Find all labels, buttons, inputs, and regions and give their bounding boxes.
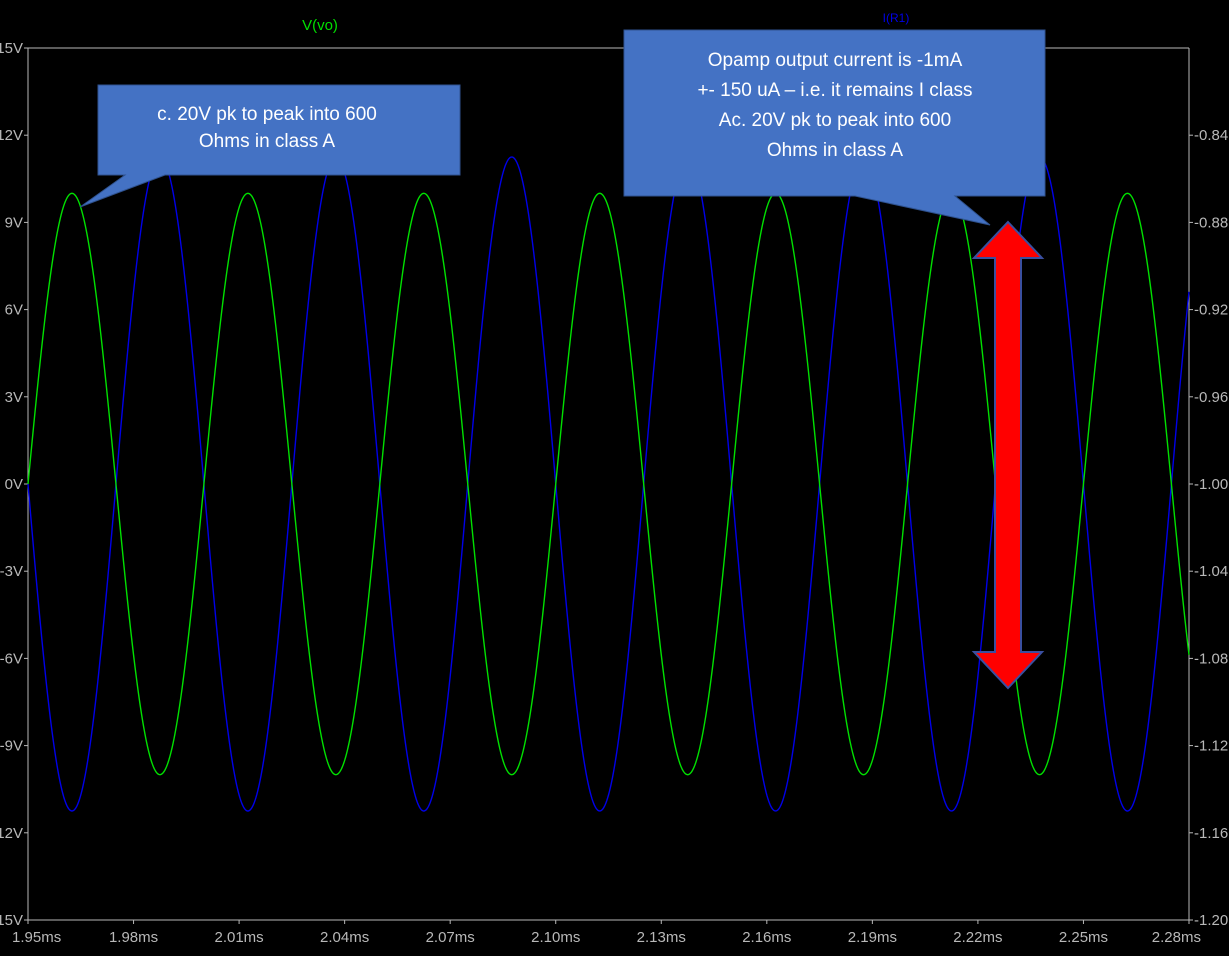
bottom-tick-label: 2.16ms bbox=[742, 929, 791, 946]
callout-right-bubble bbox=[623, 29, 1046, 226]
right-tick-label: -1.20mA bbox=[1194, 912, 1229, 929]
right-tick-label: -1.00mA bbox=[1194, 476, 1229, 493]
bottom-tick-label: 2.04ms bbox=[320, 929, 369, 946]
legend-current-label: I(R1) bbox=[883, 11, 910, 25]
bottom-axis-ticks: 1.95ms 1.98ms 2.01ms 2.04ms 2.07ms 2.10ms 2.13… bbox=[12, 920, 1201, 946]
bottom-tick-label: 2.22ms bbox=[953, 929, 1002, 946]
bottom-tick-label: 2.07ms bbox=[426, 929, 475, 946]
bottom-tick-label: 1.98ms bbox=[109, 929, 158, 946]
left-tick-label: 6V bbox=[5, 302, 23, 319]
right-tick-label: -1.04mA bbox=[1194, 563, 1229, 580]
left-tick-label: -3V bbox=[0, 563, 23, 580]
right-tick-label: -0.92mA bbox=[1194, 302, 1229, 319]
left-tick-label: -6V bbox=[0, 650, 23, 667]
bottom-tick-label: 2.13ms bbox=[637, 929, 686, 946]
left-tick-label: 15V bbox=[0, 40, 23, 57]
right-tick-label: -0.88mA bbox=[1194, 214, 1229, 231]
left-tick-label: 12V bbox=[0, 127, 23, 144]
callout-left: c. 20V pk to peak into 600 Ohms in class… bbox=[79, 84, 461, 208]
left-tick-label: -9V bbox=[0, 738, 23, 755]
callout-right: Opamp output current is -1mA +- 150 uA –… bbox=[623, 29, 1046, 226]
bottom-tick-label: 1.95ms bbox=[12, 929, 61, 946]
legend-voltage-label: V(vo) bbox=[302, 17, 338, 34]
callout-left-line-2: Ohms in class A bbox=[199, 131, 336, 152]
callout-right-line-1: Opamp output current is -1mA bbox=[708, 50, 963, 71]
bottom-tick-label: 2.28ms bbox=[1152, 929, 1201, 946]
right-tick-label: -1.12mA bbox=[1194, 738, 1229, 755]
callout-right-line-2: +- 150 uA – i.e. it remains I class bbox=[697, 80, 972, 101]
bottom-tick-label: 2.25ms bbox=[1059, 929, 1108, 946]
right-axis-ticks: -0.84mA -0.88mA -0.92mA -0.96mA -1.00mA -1.04… bbox=[1189, 127, 1229, 929]
left-tick-label: 3V bbox=[5, 389, 23, 406]
right-tick-label: -1.16mA bbox=[1194, 825, 1229, 842]
bottom-tick-label: 2.10ms bbox=[531, 929, 580, 946]
callout-right-line-4: Ohms in class A bbox=[767, 140, 904, 161]
left-axis-ticks: 15V 12V 9V 6V 3V 0V -3V -6V -9V -12V -15V bbox=[0, 40, 28, 929]
callout-left-bubble bbox=[79, 84, 461, 208]
callout-right-line-3: Ac. 20V pk to peak into 600 bbox=[719, 110, 951, 131]
left-tick-label: 9V bbox=[5, 214, 23, 231]
right-tick-label: -0.96mA bbox=[1194, 389, 1229, 406]
left-tick-label: 0V bbox=[5, 476, 23, 493]
right-tick-label: -0.84mA bbox=[1194, 127, 1229, 144]
right-tick-label: -1.08mA bbox=[1194, 650, 1229, 667]
double-arrow-annotation bbox=[971, 220, 1045, 690]
left-tick-label: -12V bbox=[0, 825, 23, 842]
callout-left-line-1: c. 20V pk to peak into 600 bbox=[157, 104, 377, 125]
bottom-tick-label: 2.19ms bbox=[848, 929, 897, 946]
bottom-tick-label: 2.01ms bbox=[214, 929, 263, 946]
left-tick-label: -15V bbox=[0, 912, 23, 929]
